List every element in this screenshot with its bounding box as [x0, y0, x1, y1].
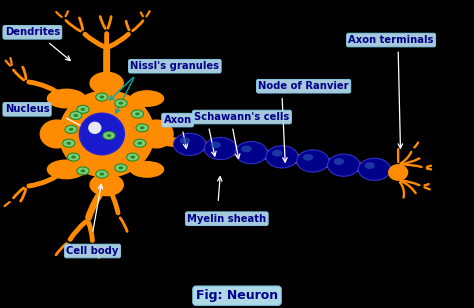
Circle shape	[67, 153, 80, 161]
Ellipse shape	[303, 154, 313, 161]
Ellipse shape	[241, 146, 252, 152]
Text: Myelin sheath: Myelin sheath	[187, 214, 266, 224]
Circle shape	[135, 112, 140, 116]
Circle shape	[115, 99, 127, 107]
Ellipse shape	[204, 137, 237, 160]
Ellipse shape	[358, 158, 391, 180]
Ellipse shape	[40, 120, 73, 148]
Text: Cell body: Cell body	[66, 246, 118, 256]
Ellipse shape	[328, 154, 360, 176]
Ellipse shape	[130, 162, 164, 177]
Circle shape	[69, 128, 73, 131]
Circle shape	[107, 134, 111, 137]
Ellipse shape	[79, 113, 124, 155]
Circle shape	[115, 164, 127, 172]
Circle shape	[134, 139, 146, 147]
Circle shape	[118, 102, 123, 105]
Circle shape	[136, 124, 148, 132]
Ellipse shape	[180, 137, 190, 144]
Ellipse shape	[47, 89, 85, 108]
Circle shape	[73, 114, 78, 117]
Ellipse shape	[210, 141, 221, 148]
Ellipse shape	[59, 91, 154, 177]
Text: Dendrites: Dendrites	[5, 27, 60, 37]
Circle shape	[71, 156, 76, 159]
Text: Axon: Axon	[164, 115, 191, 125]
Ellipse shape	[130, 91, 164, 106]
Circle shape	[130, 156, 135, 159]
Ellipse shape	[140, 120, 173, 148]
Circle shape	[66, 142, 71, 145]
Circle shape	[81, 169, 85, 172]
Ellipse shape	[90, 72, 123, 94]
Circle shape	[100, 95, 104, 99]
Ellipse shape	[90, 174, 123, 196]
Text: Axon terminals: Axon terminals	[348, 35, 434, 45]
Circle shape	[131, 110, 144, 118]
Circle shape	[118, 166, 123, 169]
Ellipse shape	[235, 142, 267, 164]
Text: Nucleus: Nucleus	[5, 104, 49, 114]
Circle shape	[103, 132, 115, 140]
Circle shape	[140, 126, 145, 129]
Circle shape	[81, 108, 85, 111]
Circle shape	[77, 105, 89, 113]
Ellipse shape	[47, 160, 85, 179]
Text: Schawann's cells: Schawann's cells	[194, 112, 290, 122]
Circle shape	[127, 153, 139, 161]
Circle shape	[137, 142, 142, 145]
Ellipse shape	[297, 150, 329, 172]
Circle shape	[70, 111, 82, 120]
Ellipse shape	[272, 150, 283, 156]
Ellipse shape	[173, 133, 206, 156]
Text: Node of Ranvier: Node of Ranvier	[258, 81, 349, 91]
Text: Fig: Neuron: Fig: Neuron	[196, 289, 278, 302]
Circle shape	[96, 170, 108, 178]
Ellipse shape	[266, 146, 298, 168]
Ellipse shape	[365, 162, 375, 169]
Ellipse shape	[88, 122, 101, 134]
Ellipse shape	[389, 165, 408, 180]
Text: Nissl's granules: Nissl's granules	[130, 61, 219, 71]
Circle shape	[96, 93, 108, 101]
Circle shape	[100, 172, 104, 176]
Circle shape	[65, 125, 77, 133]
Circle shape	[63, 139, 75, 147]
Ellipse shape	[334, 158, 344, 165]
Circle shape	[77, 167, 89, 175]
